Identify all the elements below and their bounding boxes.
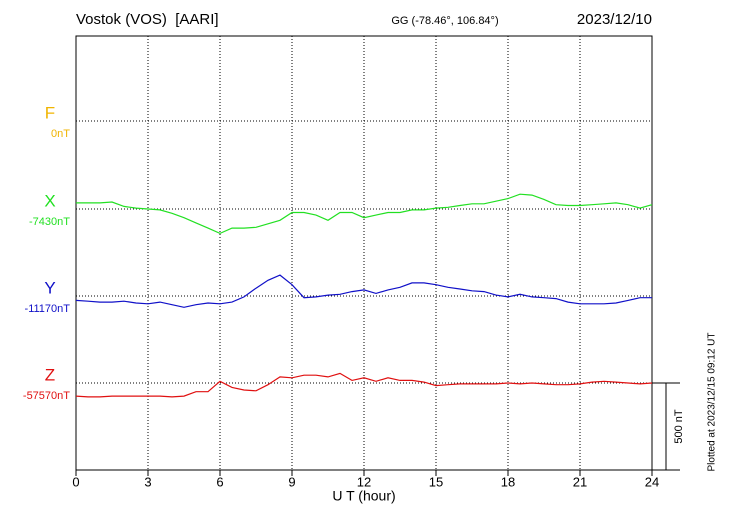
x-tick-label: 3 [144,474,151,489]
series-line [76,193,653,235]
series-name: X [44,191,55,210]
plot-note: Plotted at 2023/12/15 09:12 UT [707,333,718,472]
x-tick-label: 12 [357,474,371,489]
series-name: Z [45,365,55,384]
x-tick-label: 21 [573,474,587,489]
baseline-label: -57570nT [23,390,70,402]
baseline-label: -11170nT [25,303,71,315]
x-axis-label: U T (hour) [332,488,395,504]
x-tick-label: 18 [501,474,515,489]
chart-date: 2023/12/10 [577,11,652,28]
series-name: F [45,103,55,122]
chart-subtitle: GG (-78.46°, 106.84°) [391,15,498,27]
x-tick-label: 6 [216,474,223,489]
series-line [75,274,652,308]
x-tick-label: 15 [429,474,443,489]
series-name: Y [44,278,55,297]
baseline-label: 0nT [51,128,70,140]
baseline-label: -7430nT [29,216,70,228]
series-line [75,372,653,398]
x-tick-label: 24 [645,474,659,489]
chart-title: Vostok (VOS) [AARI] [76,11,219,28]
x-tick-label: 0 [72,474,79,489]
x-tick-label: 9 [288,474,295,489]
scale-bar-label: 500 nT [673,409,685,444]
